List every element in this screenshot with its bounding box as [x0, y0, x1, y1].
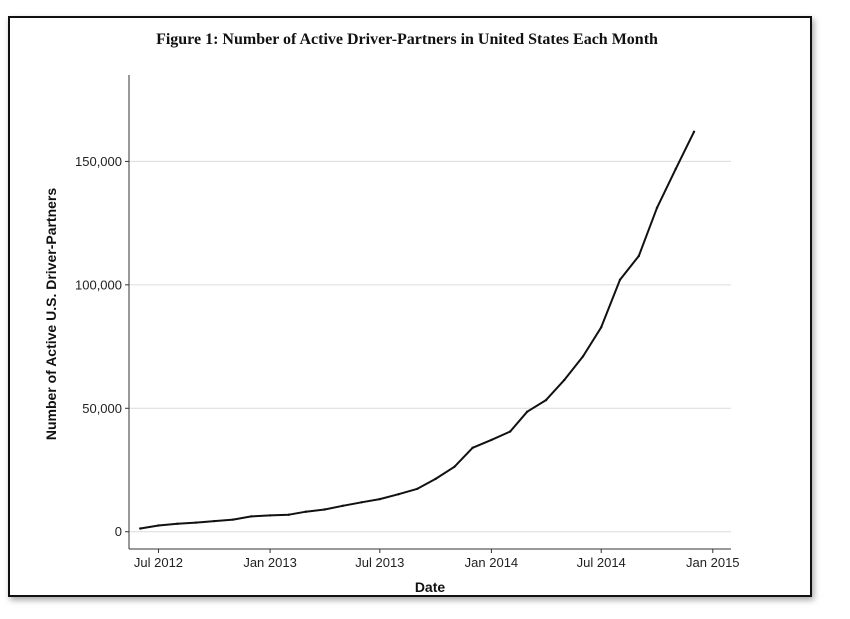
data-point: [655, 206, 659, 209]
data-point: [250, 515, 253, 518]
x-axis-ticks: Jul 2012 Jan 2013 Jul 2013 Jan 2014 Jul 2014…: [134, 549, 740, 570]
data-point: [287, 513, 291, 516]
data-point: [618, 278, 622, 281]
data-point: [674, 167, 677, 170]
data-point: [581, 355, 585, 358]
data-point: [268, 514, 272, 517]
data-point: [139, 527, 142, 530]
chart-title: Figure 1: Number of Active Driver-Partne…: [156, 31, 658, 48]
data-point: [397, 493, 400, 496]
data-point: [213, 519, 216, 523]
y-tick-label: 150,000: [75, 154, 122, 169]
data-point: [526, 410, 529, 413]
data-point: [323, 508, 326, 511]
figure-frame: Figure 1: Number of Active Driver-Partne…: [8, 16, 812, 597]
data-point: [176, 522, 179, 525]
data-point: [490, 438, 493, 442]
data-point: [360, 501, 363, 504]
line-chart: Figure 1: Number of Active Driver-Partne…: [43, 31, 740, 595]
data-point: [416, 487, 419, 490]
data-point: [600, 326, 603, 329]
y-axis-label: Number of Active U.S. Driver-Partners: [43, 188, 59, 441]
x-tick-label: Jan 2014: [465, 555, 519, 570]
x-tick-label: Jul 2012: [134, 555, 183, 570]
gridlines: [129, 160, 731, 533]
data-point: [471, 446, 474, 449]
data-point: [453, 465, 456, 468]
data-point: [341, 504, 344, 507]
y-tick-label: 50,000: [82, 401, 122, 416]
data-point: [194, 521, 198, 524]
series-layer: [139, 130, 696, 530]
data-point: [231, 518, 235, 521]
data-point: [544, 398, 548, 402]
x-tick-label: Jan 2015: [686, 555, 740, 570]
x-axis-label: Date: [415, 579, 446, 595]
data-point: [563, 378, 566, 382]
data-point: [157, 524, 160, 527]
data-point: [692, 130, 696, 133]
x-tick-label: Jul 2014: [577, 555, 626, 570]
y-tick-label: 100,000: [75, 277, 122, 292]
series-line: [139, 130, 695, 530]
x-tick-label: Jul 2013: [355, 555, 404, 570]
data-point: [378, 497, 381, 501]
data-point: [637, 254, 640, 258]
x-tick-label: Jan 2013: [243, 555, 297, 570]
y-tick-label: 0: [115, 524, 122, 539]
y-axis-ticks: 0 50,000 100,000 150,000: [75, 154, 129, 539]
data-point: [509, 430, 512, 433]
data-point: [434, 477, 437, 481]
data-point: [304, 510, 307, 513]
